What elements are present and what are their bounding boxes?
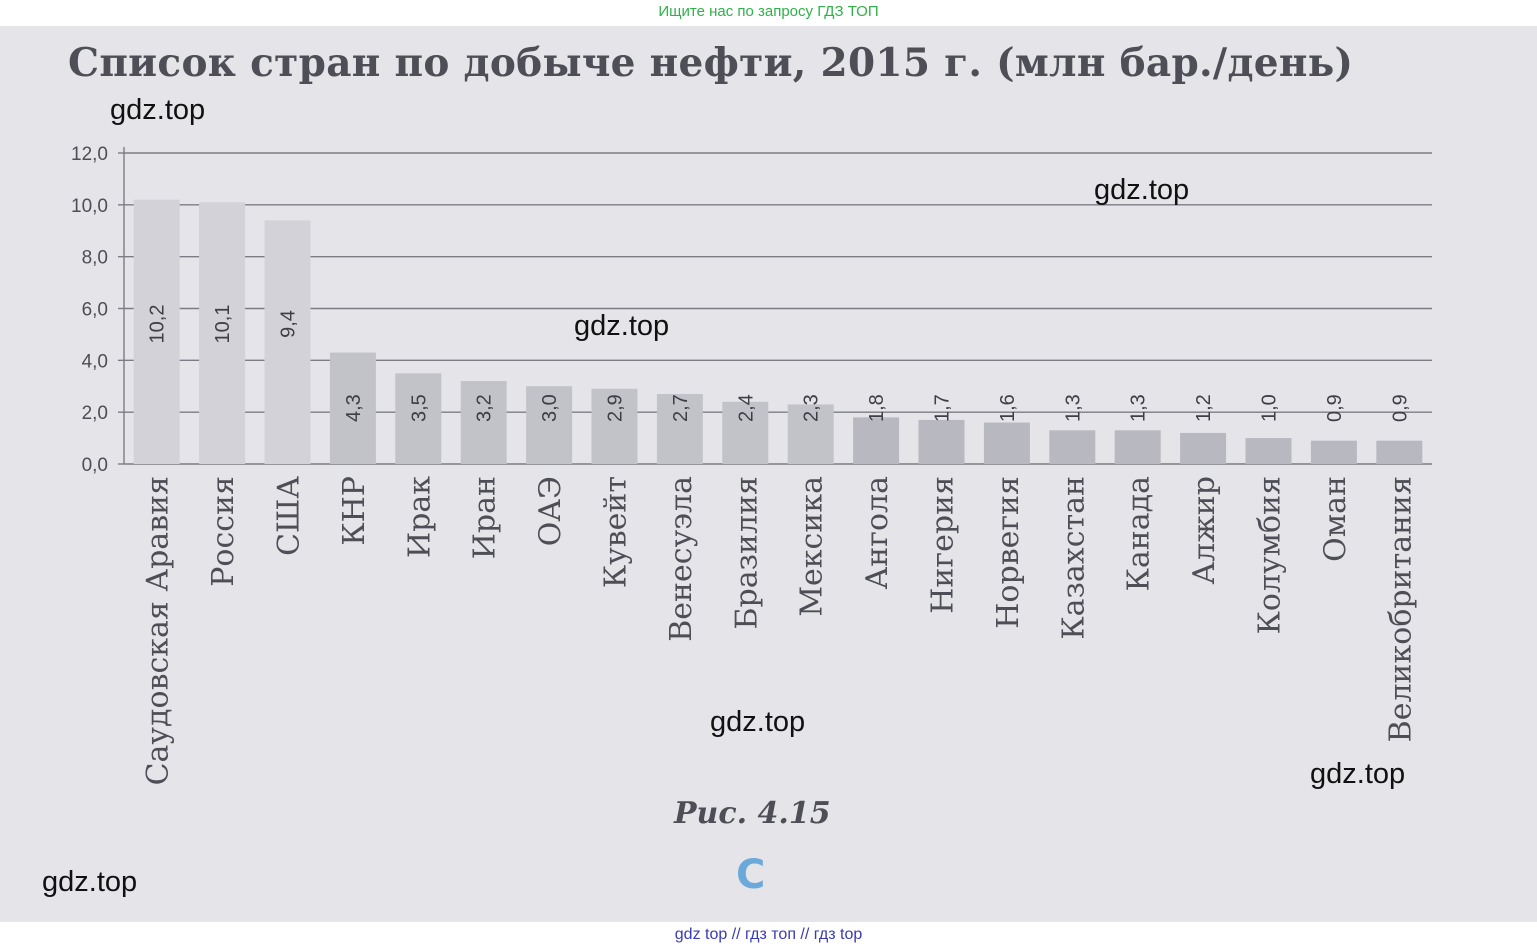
top-banner[interactable]: Ищите нас по запросу ГДЗ ТОП — [658, 3, 879, 20]
bar — [264, 220, 311, 464]
watermark: gdz.top — [574, 310, 670, 342]
bar — [591, 388, 638, 464]
bar — [722, 401, 769, 464]
bar — [1114, 430, 1161, 464]
site-logo-icon: C — [736, 852, 766, 898]
bar — [656, 394, 703, 464]
bar — [199, 202, 246, 464]
y-tick-label: 10,0 — [71, 196, 108, 217]
bar-value-label: 3,0 — [539, 394, 561, 422]
y-tick-label: 6,0 — [82, 300, 108, 321]
bar-value-label: 2,7 — [670, 394, 692, 422]
bar-value-label: 1,3 — [1128, 394, 1150, 422]
bar-value-label: 0,9 — [1324, 394, 1346, 422]
oil-production-chart: 0,0 2,0 4,0 6,0 8,0 10,0 12,0 10,2 Саудовская Ар… — [71, 144, 1432, 785]
bar-value-label: 3,5 — [408, 394, 430, 422]
category-label: Мексика — [795, 476, 830, 617]
bar-value-label: 9,4 — [278, 310, 300, 338]
y-tick-label: 12,0 — [71, 144, 108, 165]
category-label: Бразилия — [729, 476, 764, 629]
y-tick-label: 2,0 — [82, 403, 108, 424]
bar — [1245, 438, 1292, 464]
category-label: Венесуэла — [664, 476, 699, 642]
bar — [133, 199, 180, 464]
bar — [526, 386, 573, 464]
figure-caption: Рис. 4.15 — [674, 796, 831, 831]
bar-value-label: 1,8 — [866, 394, 888, 422]
bar — [787, 404, 834, 464]
bar — [853, 417, 900, 464]
bar-value-label: 2,4 — [735, 394, 757, 422]
category-label: Казахстан — [1056, 476, 1091, 640]
category-label: Оман — [1318, 476, 1353, 562]
bar — [1376, 440, 1423, 464]
category-label: Нигерия — [926, 476, 961, 614]
bar-value-label: 1,6 — [997, 394, 1019, 422]
bar — [1049, 430, 1096, 464]
category-label: КНР — [337, 476, 372, 546]
bar-value-label: 10,2 — [147, 305, 169, 344]
category-label: ОАЭ — [533, 476, 568, 546]
bar-value-label: 2,9 — [605, 394, 627, 422]
category-label: Саудовская Аравия — [141, 476, 176, 785]
category-label: Кувейт — [599, 476, 634, 588]
bar-value-label: 3,2 — [474, 394, 496, 422]
bar — [1180, 432, 1227, 464]
y-tick-label: 0,0 — [82, 455, 108, 476]
category-label: Россия — [206, 476, 241, 587]
bar-value-label: 1,2 — [1193, 394, 1215, 422]
bar — [918, 419, 965, 464]
category-label: Иран — [468, 476, 503, 559]
watermark: gdz.top — [1094, 174, 1190, 206]
bar — [395, 373, 442, 464]
bar-value-label: 1,3 — [1062, 394, 1084, 422]
bar-value-label: 10,1 — [212, 305, 234, 344]
bottom-banner[interactable]: gdz top // гдз топ // гдз top — [674, 926, 863, 943]
bar — [983, 422, 1030, 464]
category-label: Алжир — [1187, 476, 1222, 585]
watermark: gdz.top — [1310, 758, 1406, 790]
bar-value-label: 4,3 — [343, 394, 365, 422]
y-tick-label: 8,0 — [82, 248, 108, 269]
bar-value-label: 2,3 — [801, 394, 823, 422]
category-label: Канада — [1122, 476, 1157, 591]
watermark: gdz.top — [710, 706, 806, 738]
y-tick-label: 4,0 — [82, 351, 108, 372]
bar — [460, 381, 507, 464]
bar-value-label: 1,0 — [1259, 394, 1281, 422]
watermark: gdz.top — [110, 94, 206, 126]
category-label: США — [272, 476, 307, 556]
chart-title: Список стран по добыче нефти, 2015 г. (м… — [68, 40, 1354, 86]
bar — [1310, 440, 1357, 464]
category-label: Великобритания — [1383, 476, 1418, 742]
category-label: Колумбия — [1253, 476, 1288, 634]
category-label: Ангола — [860, 476, 895, 590]
bar-value-label: 1,7 — [932, 394, 954, 422]
bar-value-label: 0,9 — [1389, 394, 1411, 422]
bar — [329, 352, 376, 464]
watermark: gdz.top — [42, 866, 138, 898]
category-label: Норвегия — [991, 476, 1026, 629]
textbook-page: Список стран по добыче нефти, 2015 г. (м… — [0, 26, 1537, 922]
category-label: Ирак — [402, 476, 437, 558]
